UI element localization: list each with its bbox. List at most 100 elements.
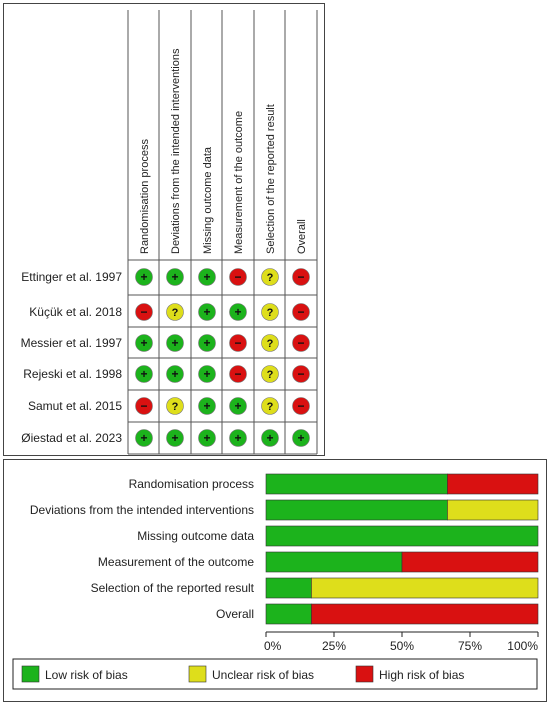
- judgement-symbol: +: [140, 367, 147, 381]
- judgement-circle: [198, 268, 216, 286]
- judgement-circle: [292, 429, 310, 447]
- judgement-low-icon: +: [292, 429, 310, 447]
- judgement-low-icon: +: [166, 334, 184, 352]
- judgement-circle: [292, 365, 310, 383]
- judgement-unclear-icon: ?: [261, 303, 279, 321]
- judgement-symbol: +: [171, 431, 178, 445]
- judgement-circle: [261, 334, 279, 352]
- legend-swatch-low: [21, 665, 40, 683]
- judgement-circle: [135, 397, 153, 415]
- judgement-symbol: ?: [172, 307, 179, 319]
- domain-header: Overall: [296, 219, 308, 254]
- judgement-high-icon: −: [229, 334, 247, 352]
- judgement-low-icon: +: [135, 268, 153, 286]
- judgement-circle: [135, 365, 153, 383]
- study-label: Ettinger et al. 1997: [21, 270, 122, 284]
- judgement-symbol: +: [171, 270, 178, 284]
- bar-segment-high: [311, 603, 539, 625]
- legend-label: Unclear risk of bias: [212, 668, 314, 682]
- judgement-low-icon: +: [198, 429, 216, 447]
- judgement-low-icon: +: [198, 334, 216, 352]
- judgement-low-icon: +: [135, 429, 153, 447]
- judgement-low-icon: +: [229, 397, 247, 415]
- judgement-high-icon: −: [229, 268, 247, 286]
- judgement-circle: [261, 397, 279, 415]
- legend-box: [12, 658, 538, 690]
- judgement-circle: [198, 303, 216, 321]
- judgement-symbol: −: [140, 399, 147, 413]
- judgement-circle: [135, 268, 153, 286]
- domain-header: Missing outcome data: [202, 146, 214, 254]
- bar-segment-low: [265, 603, 312, 625]
- judgement-symbol: −: [297, 336, 304, 350]
- judgement-symbol: +: [203, 367, 210, 381]
- judgement-symbol: −: [234, 336, 241, 350]
- judgement-symbol: +: [297, 431, 304, 445]
- judgement-high-icon: −: [292, 268, 310, 286]
- judgement-circle: [198, 334, 216, 352]
- judgement-low-icon: +: [135, 365, 153, 383]
- risk-of-bias-summary: Randomisation process Deviations from the…: [3, 3, 325, 456]
- judgement-high-icon: −: [292, 397, 310, 415]
- judgement-symbol: ?: [267, 401, 274, 413]
- judgement-circle: [292, 303, 310, 321]
- judgement-circle: [261, 429, 279, 447]
- category-label: Missing outcome data: [137, 529, 254, 543]
- risk-of-bias-graph: Randomisation process Deviations from the…: [3, 459, 547, 702]
- judgement-circle: [198, 397, 216, 415]
- judgement-circle: [229, 303, 247, 321]
- judgement-symbol: +: [203, 399, 210, 413]
- judgement-circle: [292, 334, 310, 352]
- judgement-high-icon: −: [135, 397, 153, 415]
- judgement-circle: [166, 334, 184, 352]
- judgement-circle: [198, 429, 216, 447]
- judgement-symbol: +: [203, 431, 210, 445]
- judgement-symbol: +: [266, 431, 273, 445]
- legend-swatch-high: [355, 665, 374, 683]
- judgement-low-icon: +: [166, 268, 184, 286]
- x-tick-label: 100%: [507, 639, 538, 653]
- bar-segment-low: [265, 551, 403, 573]
- x-tick-label: 25%: [322, 639, 346, 653]
- judgement-circle: [166, 303, 184, 321]
- bar-segment-high: [447, 473, 539, 495]
- judgement-symbol: +: [203, 336, 210, 350]
- bar-segment-low: [265, 499, 448, 521]
- judgement-symbol: −: [297, 270, 304, 284]
- judgement-symbol: ?: [267, 272, 274, 284]
- judgement-symbol: ?: [267, 307, 274, 319]
- judgement-low-icon: +: [261, 429, 279, 447]
- judgement-circle: [292, 268, 310, 286]
- legend-swatch-unclear: [188, 665, 207, 683]
- domain-header: Measurement of the outcome: [233, 111, 245, 254]
- domain-header: Deviations from the intended interventio…: [170, 48, 182, 254]
- judgement-symbol: ?: [267, 369, 274, 381]
- judgement-circle: [229, 365, 247, 383]
- judgement-low-icon: +: [229, 303, 247, 321]
- judgement-low-icon: +: [229, 429, 247, 447]
- judgement-high-icon: −: [292, 365, 310, 383]
- judgement-symbol: +: [140, 336, 147, 350]
- legend-label: High risk of bias: [379, 668, 464, 682]
- bar-segment-high: [401, 551, 539, 573]
- summary-grid: Randomisation process Deviations from the…: [21, 10, 318, 455]
- judgement-symbol: −: [297, 367, 304, 381]
- judgement-circle: [135, 429, 153, 447]
- judgement-circle: [135, 334, 153, 352]
- judgement-high-icon: −: [135, 303, 153, 321]
- judgement-symbol: −: [234, 367, 241, 381]
- stacked-bar-chart: Randomisation process Deviations from the…: [12, 473, 539, 690]
- judgement-circle: [135, 303, 153, 321]
- judgement-low-icon: +: [166, 365, 184, 383]
- judgement-circle: [166, 429, 184, 447]
- judgement-symbol: +: [234, 431, 241, 445]
- judgement-symbol: −: [297, 399, 304, 413]
- judgement-unclear-icon: ?: [166, 397, 184, 415]
- study-label: Samut et al. 2015: [28, 399, 122, 413]
- judgement-symbol: −: [297, 305, 304, 319]
- judgement-symbol: +: [203, 305, 210, 319]
- judgement-symbol: +: [171, 367, 178, 381]
- domain-header: Selection of the reported result: [265, 104, 277, 254]
- bar-segment-low: [265, 577, 312, 599]
- judgement-high-icon: −: [229, 365, 247, 383]
